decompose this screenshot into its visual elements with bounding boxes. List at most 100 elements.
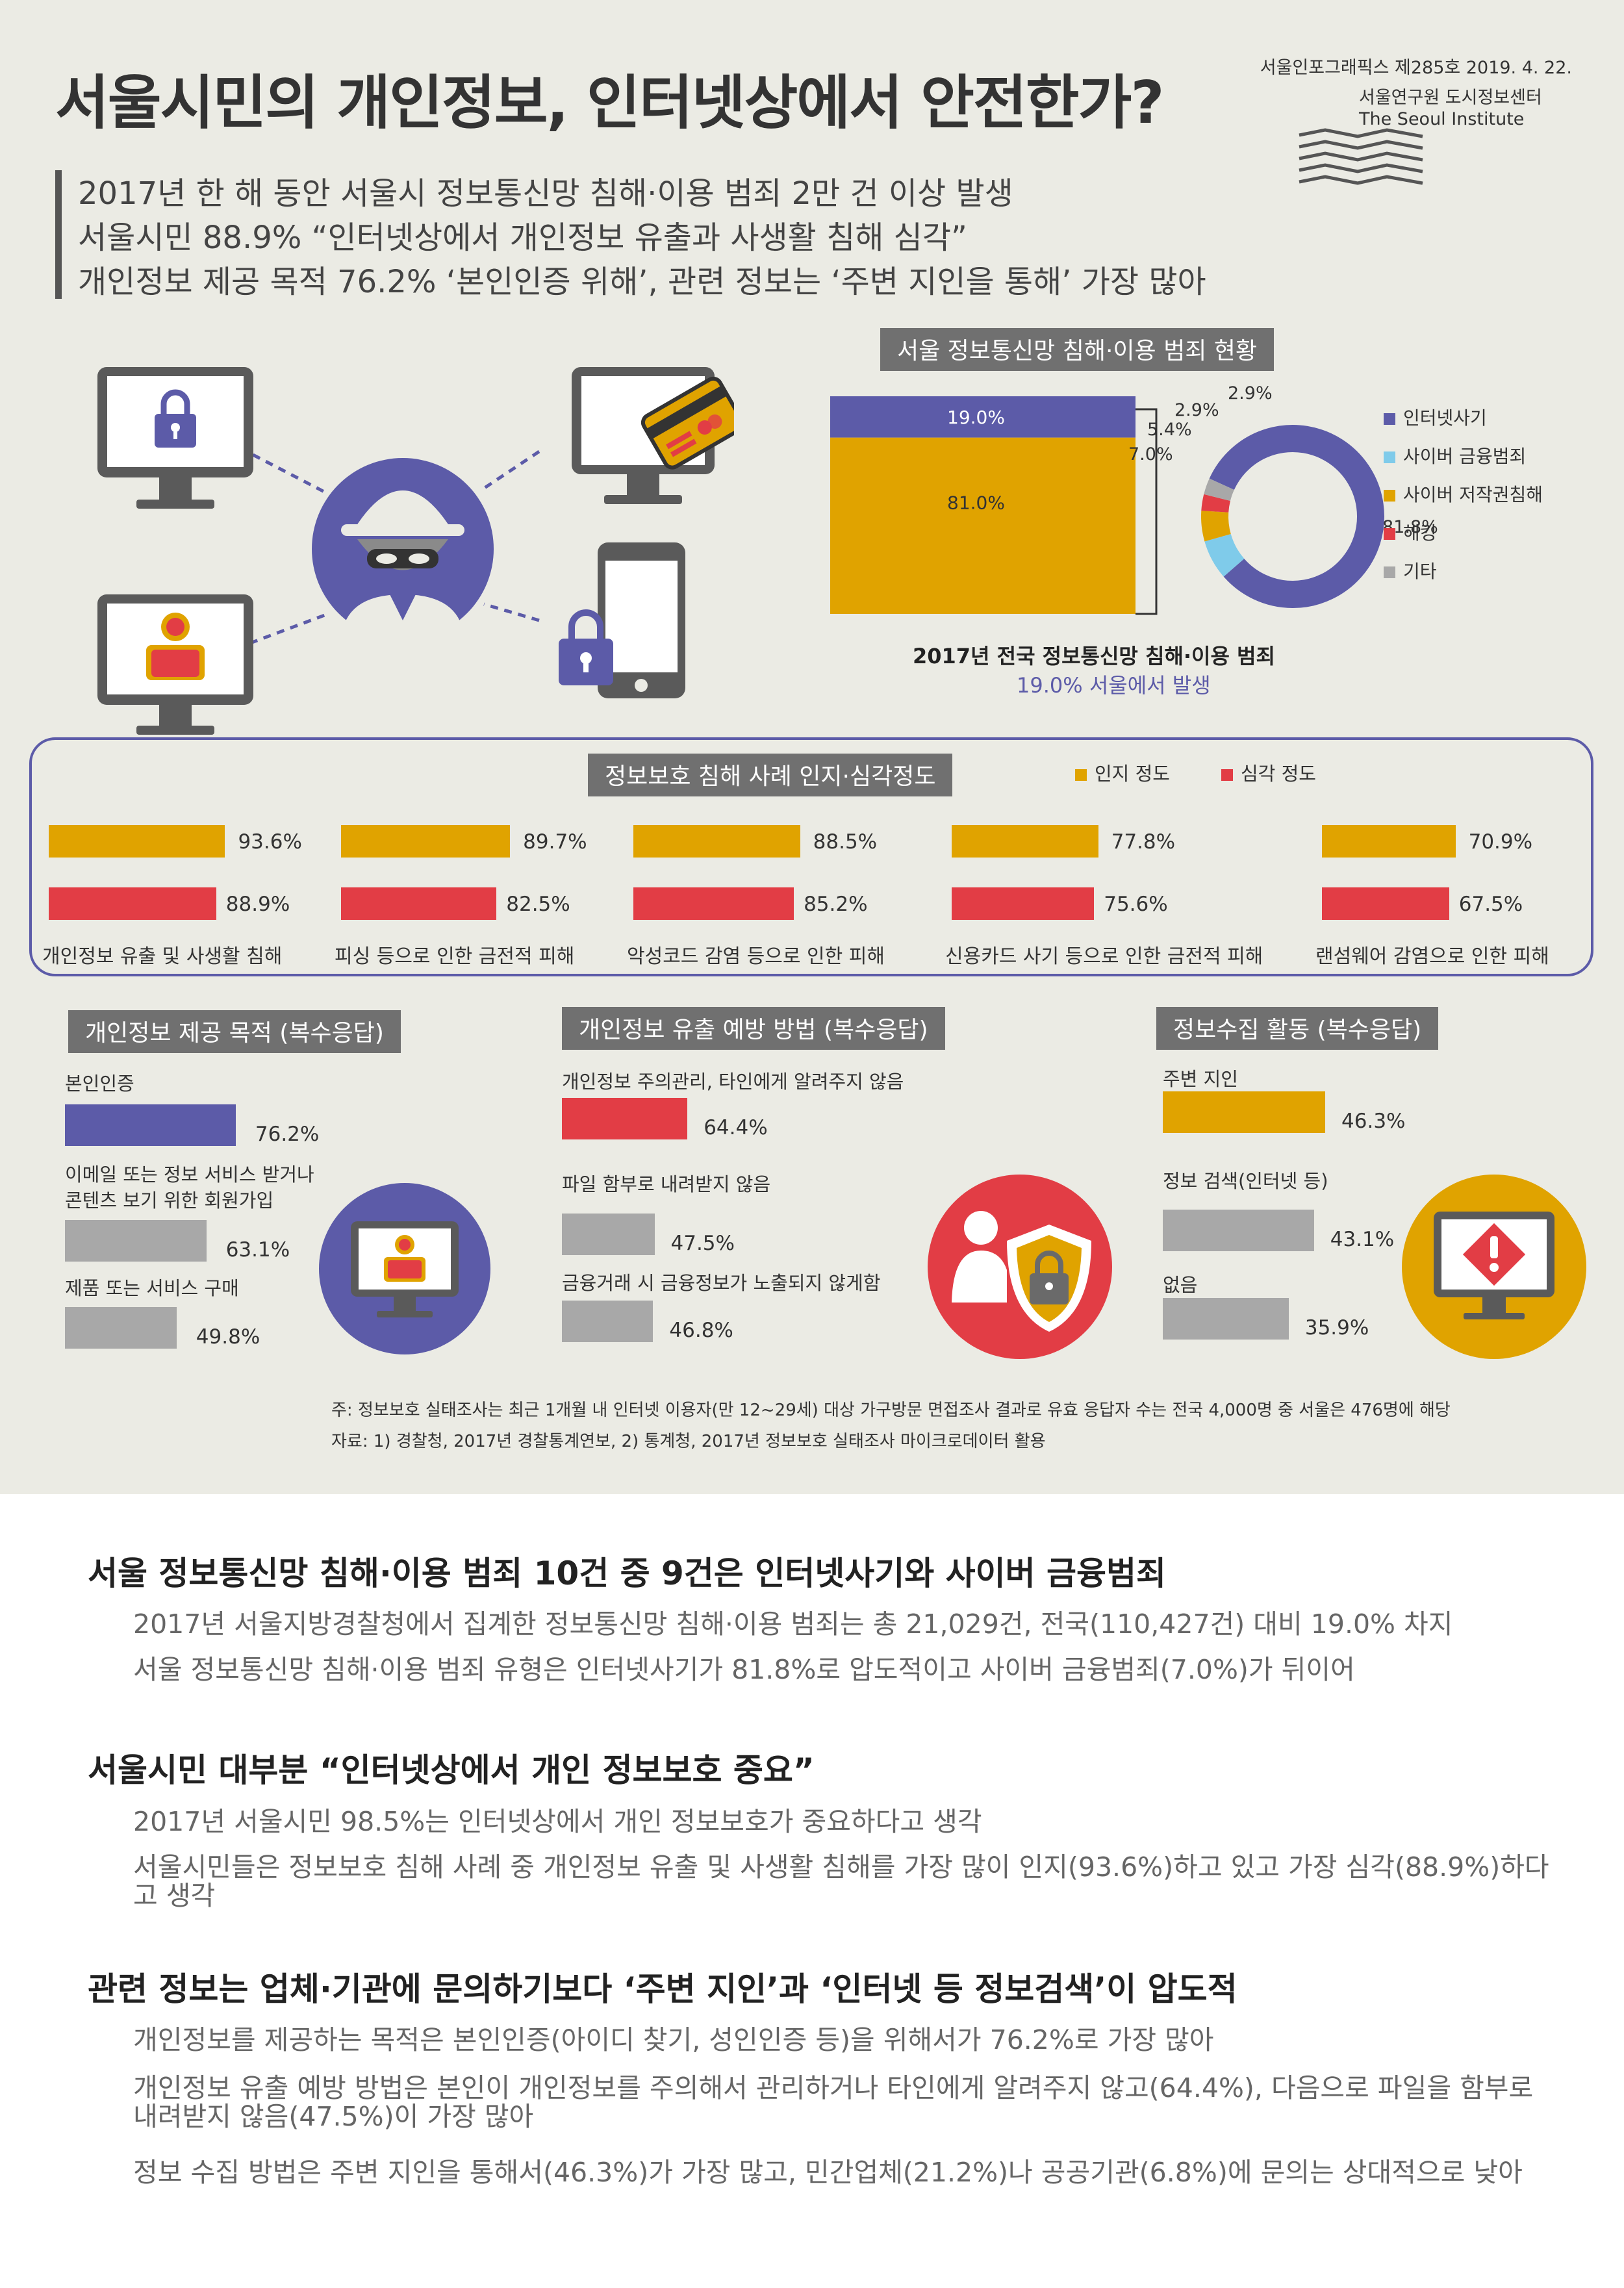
legend-item: 기타 [1384,557,1543,596]
donut-slice [1201,494,1231,513]
bar-severity-label: 82.5% [506,893,570,916]
legend-item: 사이버 저작권침해 [1384,481,1543,519]
bar-seoul-label: 19.0% [947,407,1005,428]
bar-value-label: 46.8% [669,1319,733,1342]
category-label: 제품 또는 서비스 구매 [65,1277,239,1299]
donut-slice [1204,533,1245,577]
awareness-title: 정보보호 침해 사례 인지·심각정도 [588,754,953,796]
donut-slice-label: 7.0% [1128,444,1173,464]
bar-awareness-label: 70.9% [1468,830,1533,854]
donut-slice-label: 5.4% [1147,420,1192,440]
source-note: 자료: 1) 경찰청, 2017년 경찰통계연보, 2) 통계청, 2017년 … [331,1432,1046,1451]
legend-item: 사이버 금융범죄 [1384,442,1543,481]
bar-severity [952,887,1095,920]
bar [562,1214,655,1255]
bar-severity [633,887,794,920]
category-label: 주변 지인 [1163,1068,1238,1090]
category-label: 없음 [1163,1274,1198,1296]
bar-value-label: 43.1% [1330,1228,1395,1251]
category-label: 신용카드 사기 등으로 인한 금전적 피해 [945,945,1263,968]
purpose-title: 개인정보 제공 목적 (복수응답) [68,1010,401,1053]
donut-slice [1204,478,1235,502]
prevention-title: 개인정보 유출 예방 방법 (복수응답) [562,1007,945,1050]
bar-severity-label: 88.9% [225,893,290,916]
category-label: 금융거래 시 금융정보가 노출되지 않게함 [562,1272,881,1294]
legend-awareness: 인지 정도 [1075,759,1170,786]
headline-bar [55,170,62,299]
bar [65,1104,236,1146]
institute-name-en: The Seoul Institute [1359,109,1525,129]
section-1-heading: 서울 정보통신망 침해·이용 범죄 10건 중 9건은 인터넷사기와 사이버 금… [88,1555,1167,1592]
bar-awareness [633,825,800,858]
bar [65,1220,207,1262]
bar-severity-label: 85.2% [804,893,868,916]
bar [1163,1210,1314,1251]
institute-name-kr: 서울연구원 도시정보센터 [1359,88,1542,108]
user-monitor-icon [319,1183,490,1354]
headline-1: 2017년 한 해 동안 서울시 정보통신망 침해·이용 범죄 2만 건 이상 … [78,175,1013,212]
category-label: 랜섬웨어 감염으로 인한 피해 [1315,945,1549,968]
crime-type-donut [1201,425,1384,608]
infographic-panel [0,0,1624,1494]
page-title: 서울시민의 개인정보, 인터넷상에서 안전한가? [55,69,1165,137]
category-label: 파일 함부로 내려받지 않음 [562,1173,771,1195]
bar-awareness-label: 93.6% [238,830,302,854]
bar-awareness [49,825,225,858]
bar [562,1098,688,1139]
category-label: 피싱 등으로 인한 금전적 피해 [335,945,575,968]
warning-icon [1402,1175,1586,1359]
bar-severity [49,887,216,920]
lock-icon [559,609,613,685]
donut-slice [1201,511,1231,542]
category-label: 개인정보 유출 및 사생활 침해 [42,945,283,968]
section-3-para-1: 개인정보를 제공하는 목적은 본인인증(아이디 찾기, 성인인증 등)을 위해서… [133,2024,1214,2055]
bar-severity [1322,887,1449,920]
donut-slice [1209,425,1384,608]
category-label: 개인정보 주의관리, 타인에게 알려주지 않음 [562,1071,904,1093]
headline-3: 개인정보 제공 목적 76.2% ‘본인인증 위해’, 관련 정보는 ‘주변 지… [78,264,1206,300]
section-3-para-3: 정보 수집 방법은 주변 지인을 통해서(46.3%)가 가장 많고, 민간업체… [133,2157,1523,2188]
section-3-para-2: 개인정보 유출 예방 방법은 본인이 개인정보를 주의해서 관리하거나 타인에게… [133,2072,1534,2132]
bar-value-label: 49.8% [196,1325,260,1349]
shield-lock-icon [928,1175,1112,1359]
smartphone-icon [559,542,685,698]
hacker-icon [312,458,494,640]
section-2-para-2: 서울시민들은 정보보호 침해 사례 중 개인정보 유출 및 사생활 침해를 가장… [133,1851,1549,1911]
bar-severity [341,887,497,920]
bar-severity-label: 75.6% [1104,893,1168,916]
donut-slice-label: 2.9% [1174,400,1219,420]
survey-note: 주: 정보보호 실태조사는 최근 1개월 내 인터넷 이용자(만 12~29세)… [331,1401,1451,1420]
category-label: 정보 검색(인터넷 등) [1163,1170,1328,1192]
bar-value-label: 46.3% [1341,1110,1406,1133]
headline-2: 서울시민 88.9% “인터넷상에서 개인정보 유출과 사생활 침해 심각” [78,220,967,256]
bar-awareness [1322,825,1456,858]
section-3-heading: 관련 정보는 업체·기관에 문의하기보다 ‘주변 지인’과 ‘인터넷 등 정보검… [88,1970,1237,2008]
credit-card-icon [641,376,734,470]
donut-slice-label: 2.9% [1228,383,1273,403]
section-2-heading: 서울시민 대부분 “인터넷상에서 개인 정보보호 중요” [88,1751,815,1789]
bar-value-label: 64.4% [704,1116,768,1139]
category-label-line2: 콘텐츠 보기 위한 회원가입 [65,1189,274,1212]
crime-caption-1: 2017년 전국 정보통신망 침해·이용 범죄 [913,644,1275,668]
bar-seoul-share [830,396,1136,438]
category-label: 본인인증 [65,1073,134,1095]
bar [562,1301,653,1342]
legend-severity: 심각 정도 [1221,759,1316,786]
bar [1163,1298,1289,1340]
legend-item: 해킹 [1384,519,1543,557]
bar-awareness-label: 89.7% [523,830,587,854]
bar-awareness [341,825,511,858]
crime-status-chart: 19.0% 81.0% 81.8%7.0%5.4%2.9%2.9% [830,383,1438,615]
section-2-para-1: 2017년 서울시민 98.5%는 인터넷상에서 개인 정보보호가 중요하다고 … [133,1806,982,1837]
section-1-para-2: 서울 정보통신망 침해·이용 범죄 유형은 인터넷사기가 81.8%로 압도적이… [133,1654,1355,1685]
category-label: 이메일 또는 정보 서비스 받거나 [65,1163,314,1186]
issue-info: 서울인포그래픽스 제285호 2019. 4. 22. [1260,58,1572,78]
category-label: 악성코드 감염 등으로 인한 피해 [627,945,885,968]
bracket [1136,408,1158,615]
bar-value-label: 63.1% [225,1238,290,1262]
crime-status-title: 서울 정보통신망 침해·이용 범죄 현황 [880,328,1275,371]
donut-legend: 인터넷사기 사이버 금융범죄 사이버 저작권침해 해킹 기타 [1384,404,1543,596]
bar-awareness-label: 77.8% [1111,830,1176,854]
seoul-institute-logo [1299,128,1423,185]
monitor-user-icon [97,594,253,735]
